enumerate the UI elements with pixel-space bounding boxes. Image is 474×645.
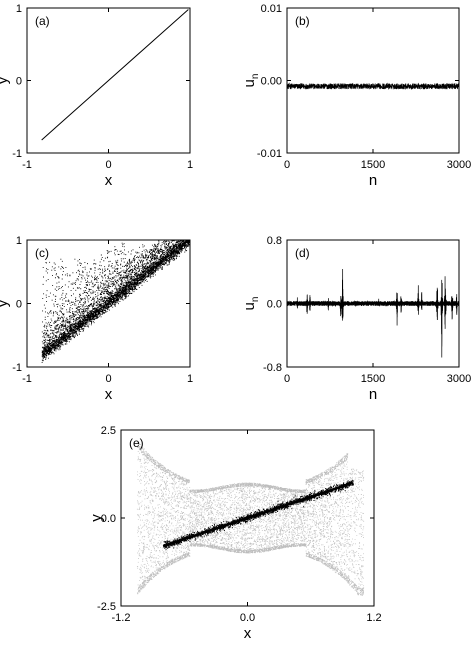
sync-scatter-series bbox=[163, 480, 354, 550]
un-series bbox=[287, 269, 459, 358]
x-axis-label: n bbox=[369, 386, 377, 403]
panel-label: (e) bbox=[129, 436, 144, 450]
y-tick-label: 0.00 bbox=[261, 76, 282, 88]
y-tick-label: 0.0 bbox=[101, 513, 116, 525]
x-tick-label: 3000 bbox=[447, 159, 471, 171]
panel-label: (a) bbox=[35, 14, 50, 28]
scatter-series bbox=[41, 240, 190, 364]
y-tick-label: -1 bbox=[12, 362, 22, 374]
panel-label: (c) bbox=[35, 246, 49, 260]
x-axis-label: x bbox=[105, 386, 113, 403]
x-axis-label: n bbox=[369, 172, 377, 189]
y-tick-label: 0.0 bbox=[267, 299, 282, 311]
y-axis-label: y bbox=[88, 514, 105, 522]
y-axis-label: y bbox=[0, 76, 11, 84]
y-tick-label: 0 bbox=[16, 76, 22, 88]
sync-line-series bbox=[41, 9, 189, 141]
x-tick-label: 0 bbox=[105, 159, 111, 171]
plot-frame bbox=[286, 7, 460, 154]
y-axis-label: un bbox=[241, 297, 261, 311]
panel-1-axes: -1 0 1 -1 0 1 x y (a) bbox=[0, 3, 193, 189]
x-tick-label: 0 bbox=[284, 373, 290, 385]
y-tick-label: 0.01 bbox=[261, 3, 282, 15]
y-tick-label: 1 bbox=[16, 235, 22, 247]
x-tick-label: 1500 bbox=[361, 159, 385, 171]
x-tick-label: 1 bbox=[187, 159, 193, 171]
x-tick-label: 1500 bbox=[361, 373, 385, 385]
y-axis-label-subscript: n bbox=[250, 297, 261, 303]
x-tick-label: 0 bbox=[284, 159, 290, 171]
x-tick-label: -1 bbox=[22, 373, 32, 385]
panel-3-axes: -1 0 1 -1 0 1 x y (c) bbox=[0, 235, 193, 403]
y-tick-label: 0.8 bbox=[267, 235, 282, 247]
x-axis-label: x bbox=[244, 625, 252, 642]
y-tick-label: -1 bbox=[12, 148, 22, 160]
x-axis-label: x bbox=[105, 172, 113, 189]
x-tick-label: 1 bbox=[187, 373, 193, 385]
y-tick-label: 2.5 bbox=[101, 425, 116, 437]
panel-label: (d) bbox=[295, 246, 310, 260]
x-tick-label: 1.2 bbox=[366, 612, 381, 624]
y-axis-label: y bbox=[0, 299, 11, 307]
x-tick-label: -1 bbox=[22, 159, 32, 171]
x-tick-label: -1.2 bbox=[112, 612, 131, 624]
attractor-series bbox=[136, 442, 365, 596]
x-tick-label: 0.0 bbox=[240, 612, 255, 624]
un-series bbox=[287, 82, 459, 90]
x-tick-label: 0 bbox=[105, 373, 111, 385]
y-tick-label: -0.01 bbox=[257, 148, 282, 160]
y-tick-label: 0 bbox=[16, 299, 22, 311]
panel-label: (b) bbox=[295, 14, 310, 28]
y-tick-label: 1 bbox=[16, 3, 22, 15]
panel-5-axes: -1.2 0.0 1.2 -2.5 0.0 2.5 x y (e) bbox=[88, 425, 382, 642]
y-tick-label: -2.5 bbox=[97, 601, 116, 613]
y-axis-label: un bbox=[241, 74, 261, 88]
x-tick-label: 3000 bbox=[447, 373, 471, 385]
y-axis-label-subscript: n bbox=[250, 74, 261, 80]
y-tick-label: -0.8 bbox=[263, 362, 282, 374]
